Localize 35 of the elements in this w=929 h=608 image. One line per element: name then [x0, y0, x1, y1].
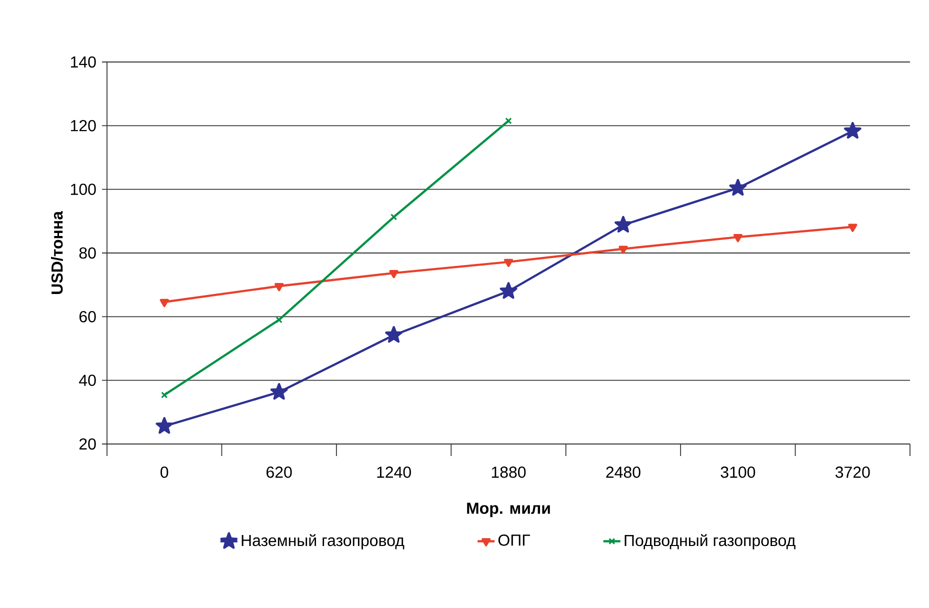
point: [274, 283, 284, 292]
y-tick-label: 20: [79, 438, 96, 450]
x-tick-label: 0: [160, 466, 168, 478]
point: [270, 383, 288, 400]
point: [848, 224, 858, 232]
x-axis-title: Мор. мили: [467, 502, 550, 518]
point: [160, 298, 169, 308]
point: [614, 216, 632, 233]
point: [504, 258, 514, 267]
point: [156, 417, 174, 434]
point: [390, 214, 398, 220]
legend-label: ОПГ: [498, 534, 530, 546]
y-tick-label: 60: [79, 311, 96, 322]
y-tick-label: 120: [70, 120, 96, 132]
point: [729, 178, 747, 196]
legend-label: Подводный газопровод: [624, 534, 796, 550]
x-tick-label: 1240: [377, 466, 411, 478]
x-tick-label: 620: [266, 466, 292, 478]
point: [844, 122, 862, 139]
x-tick-label: 3100: [720, 466, 756, 478]
point: [389, 270, 398, 278]
x-tick-label: 3720: [835, 466, 870, 478]
y-tick-label: 40: [79, 374, 96, 386]
y-tick-label: 100: [70, 184, 96, 195]
point: [618, 246, 628, 254]
point: [385, 326, 402, 343]
y-tick-label: 140: [70, 56, 96, 68]
point: [276, 316, 282, 324]
y-axis-title: USD/тонна: [50, 210, 63, 294]
y-tick-label: 80: [79, 247, 96, 259]
point: [500, 282, 518, 299]
point: [733, 234, 742, 242]
legend-label: Наземный газопровод: [242, 534, 404, 550]
x-tick-label: 2480: [606, 466, 640, 478]
x-tick-label: 1880: [492, 466, 526, 478]
